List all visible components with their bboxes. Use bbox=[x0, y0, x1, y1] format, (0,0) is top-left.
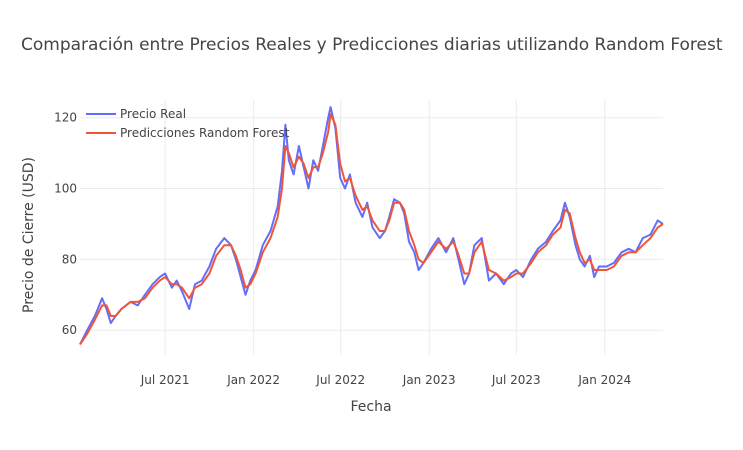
x-tick-label: Jul 2022 bbox=[315, 373, 365, 387]
x-tick-label: Jul 2023 bbox=[491, 373, 541, 387]
x-tick-labels: Jul 2021 Jan 2022 Jul 2022 Jan 2023 Jul 2023… bbox=[140, 373, 632, 387]
legend-label-real: Precio Real bbox=[120, 107, 186, 121]
legend-label-prediction: Predicciones Random Forest bbox=[120, 126, 290, 140]
legend-item-prediction[interactable]: Predicciones Random Forest bbox=[86, 126, 290, 140]
x-axis-title: Fecha bbox=[350, 399, 391, 415]
gridlines bbox=[80, 100, 663, 355]
series-lines bbox=[79, 106, 664, 345]
chart-title: Comparación entre Precios Reales y Predi… bbox=[21, 35, 723, 55]
series-line-prediction bbox=[79, 113, 664, 345]
series-line-real bbox=[79, 106, 664, 345]
y-tick-labels: 60 80 100 120 bbox=[54, 111, 77, 338]
x-tick-label: Jan 2023 bbox=[402, 373, 456, 387]
y-axis-title: Precio de Cierre (USD) bbox=[21, 157, 37, 313]
y-tick-label: 80 bbox=[62, 252, 77, 266]
x-tick-label: Jan 2022 bbox=[226, 373, 280, 387]
x-tick-label: Jan 2024 bbox=[577, 373, 631, 387]
x-tick-label: Jul 2021 bbox=[140, 373, 190, 387]
y-tick-label: 60 bbox=[62, 323, 77, 337]
y-tick-label: 120 bbox=[54, 111, 77, 125]
y-tick-label: 100 bbox=[54, 182, 77, 196]
legend[interactable]: Precio Real Predicciones Random Forest bbox=[86, 107, 290, 140]
legend-item-real[interactable]: Precio Real bbox=[86, 107, 186, 121]
